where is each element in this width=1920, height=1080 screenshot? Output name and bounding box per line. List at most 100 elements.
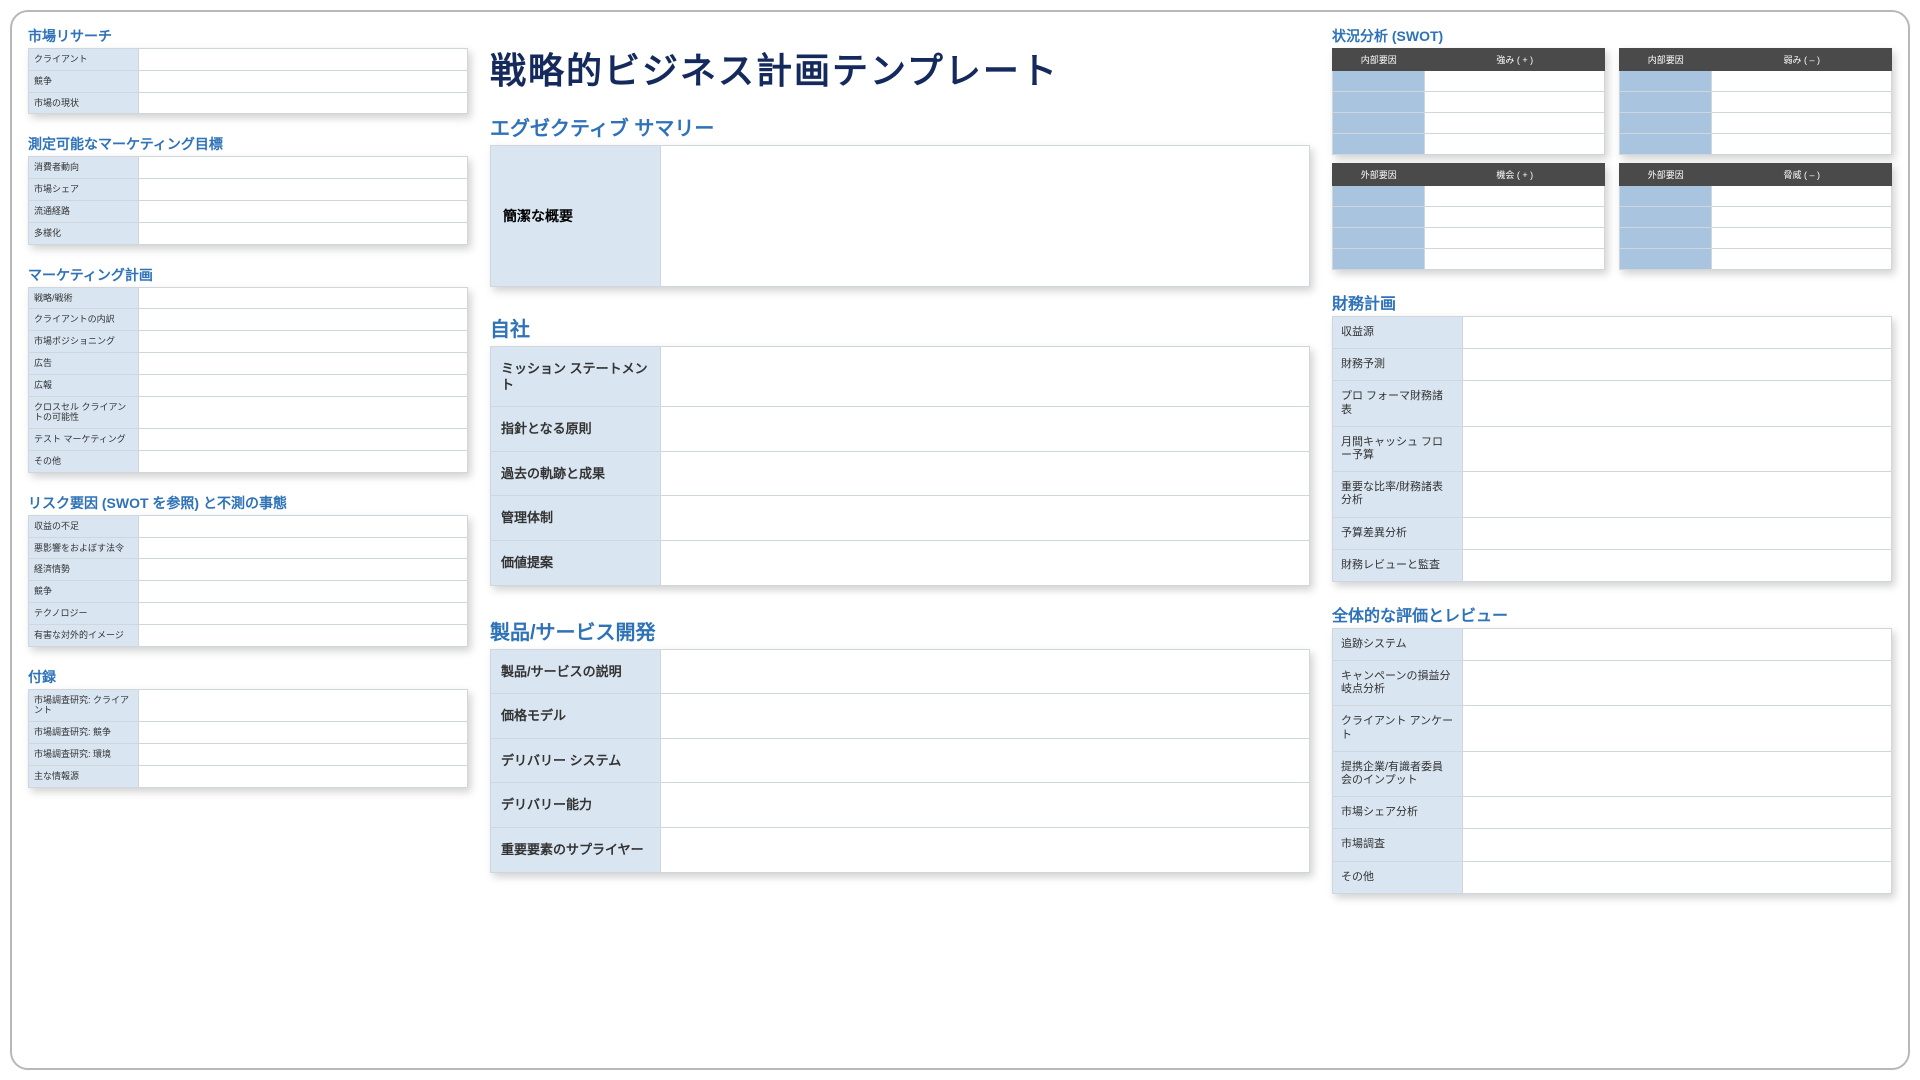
swot-desc-cell[interactable] [1712, 92, 1892, 113]
row-value[interactable] [1463, 381, 1892, 426]
swot-desc-cell[interactable] [1425, 249, 1605, 270]
swot-desc-cell[interactable] [1425, 134, 1605, 155]
row-value[interactable] [1463, 661, 1892, 706]
row-value[interactable] [1463, 751, 1892, 796]
row-value[interactable] [139, 537, 468, 559]
swot-desc-cell[interactable] [1425, 71, 1605, 92]
table-row: ミッション ステートメント [491, 347, 1310, 407]
row-value[interactable] [661, 827, 1310, 872]
swot-header-factor: 内部要因 [1333, 49, 1425, 71]
row-value[interactable] [661, 649, 1310, 694]
row-value[interactable] [1463, 317, 1892, 349]
table-market-research: クライアント競争市場の現状 [28, 48, 468, 114]
row-label: 市場ポジショニング [29, 331, 139, 353]
swot-factor-cell[interactable] [1620, 71, 1712, 92]
swot-factor-cell[interactable] [1333, 207, 1425, 228]
swot-factor-cell[interactable] [1333, 71, 1425, 92]
swot-factor-cell[interactable] [1333, 92, 1425, 113]
swot-factor-cell[interactable] [1333, 134, 1425, 155]
row-value[interactable] [139, 331, 468, 353]
row-value[interactable] [139, 70, 468, 92]
swot-factor-cell[interactable] [1620, 134, 1712, 155]
row-label: 有害な対外的イメージ [29, 624, 139, 646]
row-value[interactable] [661, 347, 1310, 407]
row-value[interactable] [661, 407, 1310, 452]
swot-desc-cell[interactable] [1712, 71, 1892, 92]
row-value[interactable] [139, 450, 468, 472]
swot-desc-cell[interactable] [1712, 113, 1892, 134]
table-row: デリバリー能力 [491, 783, 1310, 828]
row-value[interactable] [139, 722, 468, 744]
swot-desc-cell[interactable] [1425, 92, 1605, 113]
row-value[interactable] [139, 352, 468, 374]
swot-desc-cell[interactable] [1712, 249, 1892, 270]
row-value[interactable] [139, 200, 468, 222]
table-row: クライアント [29, 49, 468, 71]
row-value[interactable] [661, 540, 1310, 585]
row-value[interactable] [1463, 549, 1892, 581]
row-value[interactable] [1463, 706, 1892, 751]
row-value[interactable] [1463, 517, 1892, 549]
row-value[interactable] [661, 451, 1310, 496]
swot-desc-cell[interactable] [1425, 113, 1605, 134]
row-label: 追跡システム [1333, 628, 1463, 660]
table-row: テクノロジー [29, 602, 468, 624]
row-value[interactable] [1463, 829, 1892, 861]
row-value[interactable] [139, 287, 468, 309]
row-label: 市場の現状 [29, 92, 139, 114]
swot-desc-cell[interactable] [1425, 186, 1605, 207]
row-value[interactable] [1463, 472, 1892, 517]
swot-factor-cell[interactable] [1620, 186, 1712, 207]
row-value[interactable] [139, 157, 468, 179]
row-value[interactable] [1463, 426, 1892, 471]
table-row: 指針となる原則 [491, 407, 1310, 452]
swot-factor-cell[interactable] [1620, 249, 1712, 270]
row-value[interactable] [1463, 628, 1892, 660]
table-row: その他 [1333, 861, 1892, 893]
exec-value[interactable] [661, 146, 1310, 287]
swot-desc-cell[interactable] [1712, 207, 1892, 228]
swot-factor-cell[interactable] [1620, 207, 1712, 228]
swot-factor-cell[interactable] [1620, 92, 1712, 113]
row-value[interactable] [1463, 349, 1892, 381]
row-value[interactable] [139, 374, 468, 396]
row-value[interactable] [139, 689, 468, 722]
swot-desc-cell[interactable] [1425, 228, 1605, 249]
swot-factor-cell[interactable] [1333, 249, 1425, 270]
row-value[interactable] [139, 765, 468, 787]
table-row: 価値提案 [491, 540, 1310, 585]
swot-desc-cell[interactable] [1712, 228, 1892, 249]
row-value[interactable] [139, 179, 468, 201]
row-value[interactable] [661, 694, 1310, 739]
row-value[interactable] [139, 429, 468, 451]
row-value[interactable] [139, 581, 468, 603]
row-value[interactable] [1463, 861, 1892, 893]
row-value[interactable] [139, 92, 468, 114]
row-value[interactable] [1463, 797, 1892, 829]
row-value[interactable] [661, 783, 1310, 828]
row-value[interactable] [139, 309, 468, 331]
swot-desc-cell[interactable] [1712, 186, 1892, 207]
row-value[interactable] [661, 738, 1310, 783]
row-value[interactable] [139, 222, 468, 244]
row-label: キャンペーンの損益分岐点分析 [1333, 661, 1463, 706]
row-value[interactable] [139, 602, 468, 624]
row-label: テクノロジー [29, 602, 139, 624]
row-value[interactable] [139, 396, 468, 429]
swot-factor-cell[interactable] [1620, 228, 1712, 249]
heading-review: 全体的な評価とレビュー [1332, 602, 1892, 626]
swot-factor-cell[interactable] [1620, 113, 1712, 134]
row-value[interactable] [139, 559, 468, 581]
swot-desc-cell[interactable] [1425, 207, 1605, 228]
row-value[interactable] [139, 743, 468, 765]
row-value[interactable] [139, 624, 468, 646]
row-value[interactable] [139, 49, 468, 71]
swot-factor-cell[interactable] [1333, 113, 1425, 134]
row-label: 市場調査 [1333, 829, 1463, 861]
swot-desc-cell[interactable] [1712, 134, 1892, 155]
swot-factor-cell[interactable] [1333, 186, 1425, 207]
row-value[interactable] [139, 515, 468, 537]
row-value[interactable] [661, 496, 1310, 541]
heading-product: 製品/サービス開発 [490, 616, 1310, 645]
swot-factor-cell[interactable] [1333, 228, 1425, 249]
